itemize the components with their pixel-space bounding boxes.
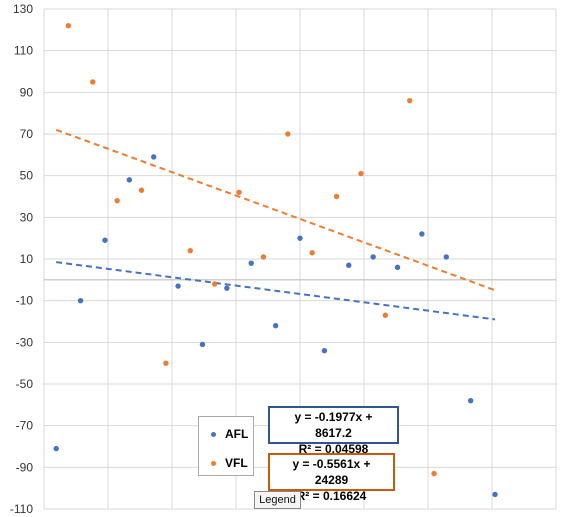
y-tick-label: -50: [16, 377, 34, 391]
y-tick-label: 70: [20, 127, 34, 141]
afl-point: [224, 285, 230, 291]
trendlines: [55, 128, 496, 321]
y-tick-label: -70: [16, 419, 34, 433]
vfl-point: [90, 79, 96, 85]
vfl-trendline: [55, 128, 496, 292]
afl-point: [492, 491, 498, 498]
afl-point: [297, 235, 303, 241]
vfl-point: [333, 193, 340, 200]
afl-point: [126, 177, 133, 183]
legend-label-vfl: VFL: [225, 456, 248, 470]
afl-trendline: [56, 261, 496, 321]
afl-point: [77, 297, 84, 304]
afl-trendline-equation: y = -0.1977x + 8617.2 R² = 0.04598: [268, 406, 399, 456]
y-tick-label: -30: [16, 335, 34, 349]
afl-marker-icon: [211, 431, 216, 437]
afl-point: [248, 260, 254, 266]
y-tick-label: -10: [16, 294, 34, 308]
afl-point: [370, 254, 376, 260]
afl-point: [151, 154, 157, 160]
vfl-point: [65, 22, 72, 29]
legend-entry-vfl: VFL: [211, 456, 248, 470]
y-tick-label: 90: [20, 85, 34, 99]
vfl-point: [285, 131, 291, 137]
legend: AFL VFL: [198, 416, 254, 476]
afl-point: [175, 283, 181, 289]
afl-point: [53, 445, 59, 452]
afl-point: [199, 341, 206, 348]
vfl-marker-icon: [211, 460, 216, 466]
y-tick-labels: 130 110 90 70 50 30 10 -10 -30 -50 -70 -90 -110: [10, 2, 33, 516]
legend-label-afl: AFL: [225, 427, 249, 441]
afl-point: [102, 237, 108, 243]
vfl-point: [138, 187, 145, 193]
vfl-point: [236, 189, 242, 196]
vfl-point: [260, 254, 267, 260]
afl-point: [394, 264, 401, 271]
legend-entry-afl: AFL: [211, 427, 248, 441]
y-tick-label: 130: [13, 2, 33, 16]
afl-point: [272, 322, 279, 329]
legend-tooltip: Legend: [254, 491, 301, 509]
vfl-point: [358, 170, 364, 177]
afl-r-squared-text: R² = 0.04598: [298, 442, 369, 456]
afl-equation-text: y = -0.1977x + 8617.2: [294, 410, 373, 440]
y-tick-label: 50: [20, 169, 34, 183]
vfl-point: [382, 312, 389, 318]
vfl-equation-text: y = -0.5561x + 24289: [292, 457, 371, 487]
y-tick-label: -110: [10, 502, 33, 516]
vfl-trendline-equation: y = -0.5561x + 24289 R² = 0.16624: [268, 453, 395, 503]
gridlines: [43, 8, 557, 510]
y-tick-label: 30: [20, 210, 34, 224]
afl-point: [419, 231, 425, 237]
y-tick-label: 110: [14, 44, 33, 58]
vfl-point: [114, 197, 120, 204]
afl-point: [467, 397, 474, 404]
y-tick-label: -90: [16, 460, 34, 474]
y-tick-label: 10: [20, 252, 34, 266]
vfl-point: [187, 247, 193, 254]
data-points: [53, 22, 498, 498]
vfl-point: [431, 470, 437, 477]
vfl-point: [163, 360, 169, 366]
afl-point: [346, 262, 352, 268]
afl-point: [443, 254, 449, 260]
afl-point: [321, 347, 328, 354]
vfl-point: [211, 281, 218, 287]
vfl-point: [407, 97, 413, 104]
vfl-point: [309, 250, 315, 256]
vfl-r-squared-text: R² = 0.16624: [296, 489, 367, 503]
